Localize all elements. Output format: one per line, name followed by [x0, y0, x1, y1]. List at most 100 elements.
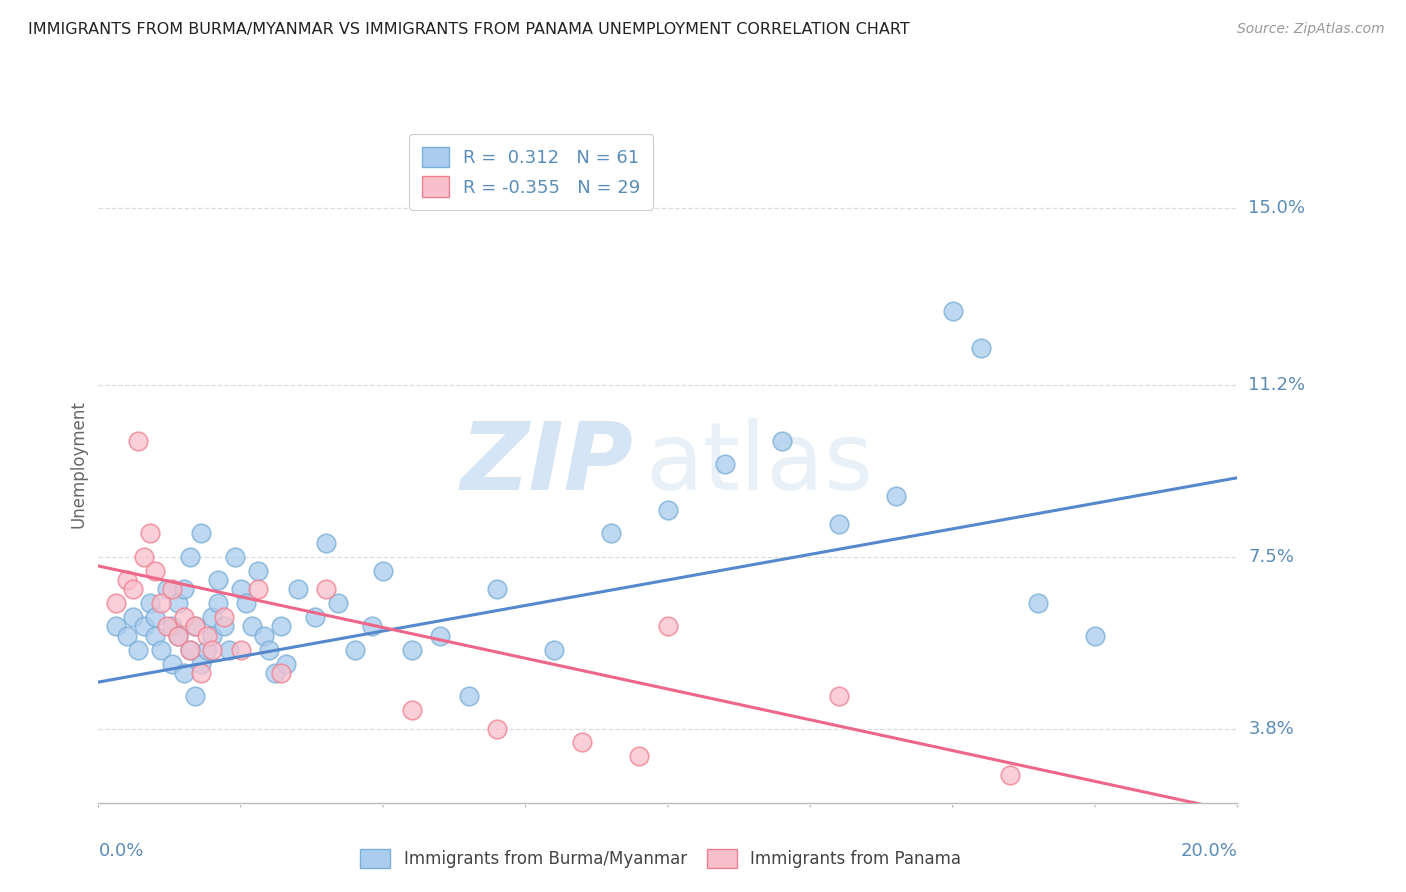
- Point: [184, 619, 207, 633]
- Text: 20.0%: 20.0%: [1181, 842, 1237, 860]
- Point: [360, 619, 382, 633]
- Point: [287, 582, 309, 597]
- Point: [150, 596, 173, 610]
- Point: [401, 703, 423, 717]
- Point: [184, 689, 207, 703]
- Point: [212, 610, 235, 624]
- Point: [104, 596, 127, 610]
- Point: [162, 619, 184, 633]
- Point: [1026, 596, 1049, 610]
- Point: [173, 665, 195, 680]
- Point: [998, 768, 1021, 782]
- Point: [486, 582, 509, 597]
- Point: [828, 517, 851, 532]
- Point: [828, 689, 851, 703]
- Point: [179, 549, 201, 564]
- Point: [156, 619, 179, 633]
- Point: [264, 665, 287, 680]
- Point: [184, 619, 207, 633]
- Point: [304, 610, 326, 624]
- Text: 11.2%: 11.2%: [1249, 376, 1306, 394]
- Point: [201, 610, 224, 624]
- Point: [270, 665, 292, 680]
- Point: [343, 642, 366, 657]
- Text: atlas: atlas: [645, 417, 873, 510]
- Point: [543, 642, 565, 657]
- Point: [315, 582, 337, 597]
- Point: [240, 619, 263, 633]
- Point: [179, 642, 201, 657]
- Point: [121, 582, 143, 597]
- Y-axis label: Unemployment: Unemployment: [69, 400, 87, 528]
- Point: [1084, 629, 1107, 643]
- Point: [224, 549, 246, 564]
- Point: [173, 582, 195, 597]
- Point: [207, 573, 229, 587]
- Point: [270, 619, 292, 633]
- Point: [173, 610, 195, 624]
- Point: [657, 619, 679, 633]
- Text: 3.8%: 3.8%: [1249, 720, 1294, 738]
- Point: [235, 596, 257, 610]
- Point: [628, 749, 651, 764]
- Point: [121, 610, 143, 624]
- Point: [138, 526, 160, 541]
- Point: [145, 564, 167, 578]
- Point: [167, 629, 190, 643]
- Point: [167, 596, 190, 610]
- Point: [942, 303, 965, 318]
- Point: [115, 629, 138, 643]
- Point: [770, 434, 793, 448]
- Point: [132, 619, 155, 633]
- Point: [195, 642, 218, 657]
- Text: 15.0%: 15.0%: [1249, 200, 1305, 218]
- Point: [884, 489, 907, 503]
- Point: [201, 642, 224, 657]
- Point: [150, 642, 173, 657]
- Text: IMMIGRANTS FROM BURMA/MYANMAR VS IMMIGRANTS FROM PANAMA UNEMPLOYMENT CORRELATION: IMMIGRANTS FROM BURMA/MYANMAR VS IMMIGRA…: [28, 22, 910, 37]
- Point: [229, 642, 252, 657]
- Point: [179, 642, 201, 657]
- Point: [167, 629, 190, 643]
- Point: [429, 629, 451, 643]
- Point: [246, 582, 269, 597]
- Point: [276, 657, 298, 671]
- Legend: Immigrants from Burma/Myanmar, Immigrants from Panama: Immigrants from Burma/Myanmar, Immigrant…: [354, 843, 967, 875]
- Text: 7.5%: 7.5%: [1249, 548, 1295, 566]
- Point: [162, 582, 184, 597]
- Point: [190, 665, 212, 680]
- Point: [132, 549, 155, 564]
- Point: [259, 642, 281, 657]
- Point: [190, 657, 212, 671]
- Point: [401, 642, 423, 657]
- Text: Source: ZipAtlas.com: Source: ZipAtlas.com: [1237, 22, 1385, 37]
- Point: [571, 735, 593, 749]
- Point: [104, 619, 127, 633]
- Point: [201, 629, 224, 643]
- Point: [195, 629, 218, 643]
- Point: [657, 503, 679, 517]
- Point: [970, 341, 993, 355]
- Point: [218, 642, 240, 657]
- Point: [138, 596, 160, 610]
- Point: [326, 596, 349, 610]
- Point: [127, 434, 149, 448]
- Point: [315, 535, 337, 549]
- Point: [207, 596, 229, 610]
- Point: [127, 642, 149, 657]
- Point: [246, 564, 269, 578]
- Point: [212, 619, 235, 633]
- Text: 0.0%: 0.0%: [98, 842, 143, 860]
- Point: [190, 526, 212, 541]
- Point: [486, 722, 509, 736]
- Point: [145, 610, 167, 624]
- Point: [457, 689, 479, 703]
- Point: [162, 657, 184, 671]
- Point: [714, 457, 737, 471]
- Point: [145, 629, 167, 643]
- Point: [600, 526, 623, 541]
- Point: [115, 573, 138, 587]
- Legend: R =  0.312   N = 61, R = -0.355   N = 29: R = 0.312 N = 61, R = -0.355 N = 29: [409, 134, 654, 210]
- Point: [229, 582, 252, 597]
- Point: [373, 564, 395, 578]
